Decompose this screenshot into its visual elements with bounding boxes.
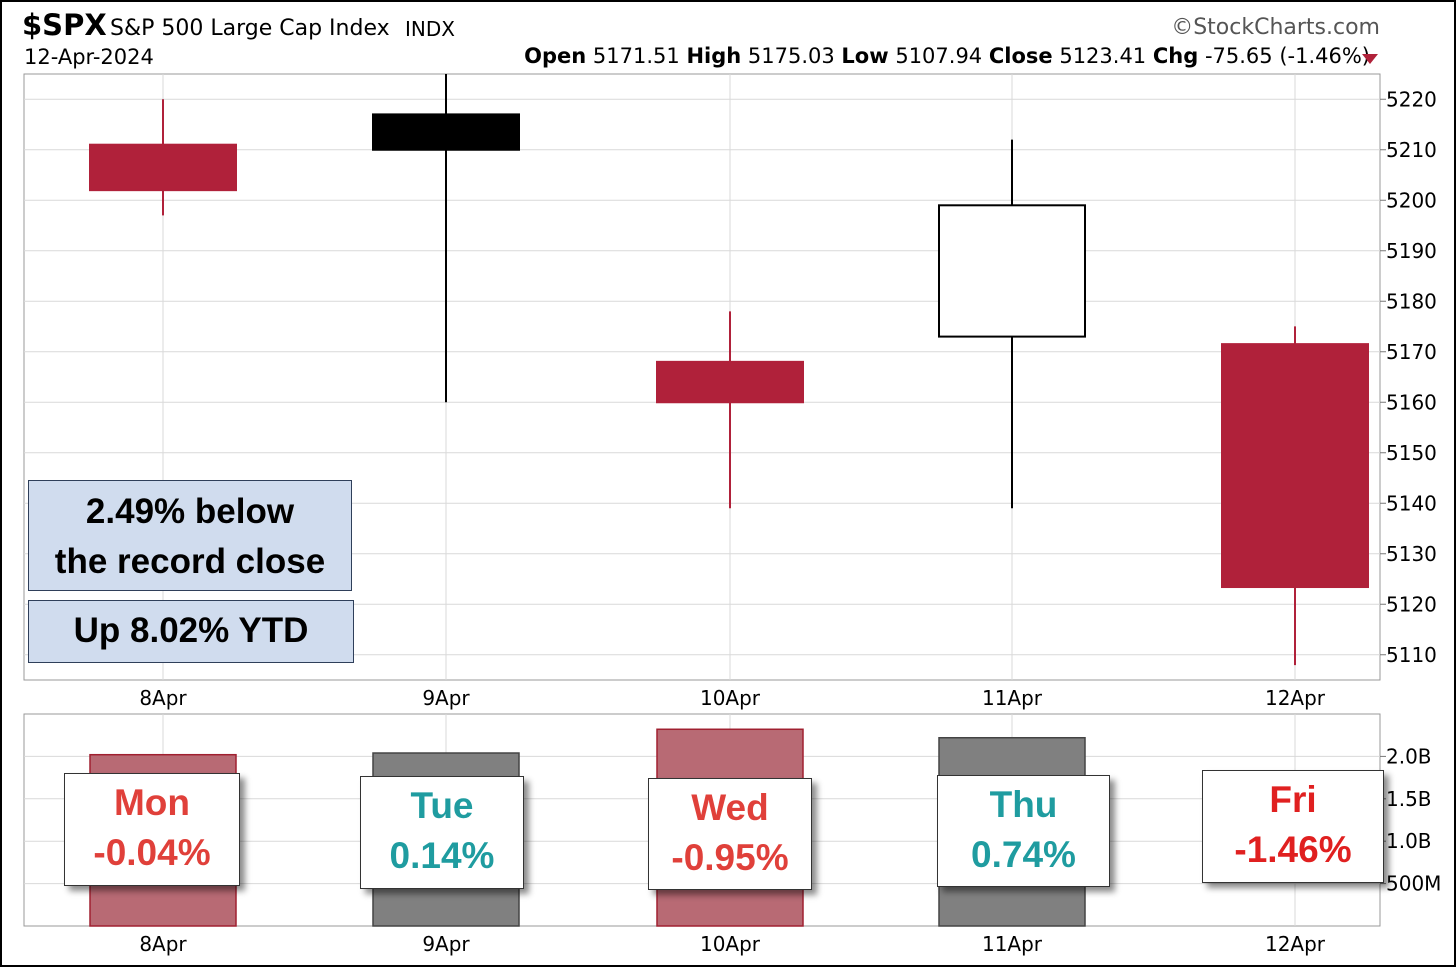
day-change-box: Wed -0.95% — [648, 778, 812, 890]
price-tick-label: 5150 — [1386, 441, 1437, 465]
low-value: 5107.94 — [895, 44, 983, 68]
price-x-tick-label: 11Apr — [982, 686, 1043, 710]
candle-body — [656, 360, 804, 404]
day-change-box: Mon -0.04% — [64, 773, 240, 886]
candle-body — [938, 204, 1086, 338]
chart-date: 12-Apr-2024 — [24, 45, 154, 69]
price-tick-label: 5190 — [1386, 239, 1437, 263]
index-name: S&P 500 Large Cap Index — [110, 16, 390, 41]
candle-body — [372, 113, 520, 151]
candle-body — [89, 143, 237, 192]
volume-tick-label: 1.5B — [1386, 787, 1432, 811]
close-label: Close — [988, 44, 1053, 68]
chg-value: -75.65 (-1.46%) — [1204, 44, 1370, 68]
volume-x-tick-label: 12Apr — [1265, 932, 1326, 956]
volume-tick-label: 1.0B — [1386, 829, 1432, 853]
volume-x-tick-label: 9Apr — [422, 932, 470, 956]
volume-tick-label: 500M — [1386, 872, 1441, 896]
open-value: 5171.51 — [592, 44, 680, 68]
price-x-tick-label: 9Apr — [422, 686, 470, 710]
price-tick-label: 5180 — [1386, 289, 1437, 313]
copyright-label: ©StockCharts.com — [1171, 15, 1380, 40]
ohlc-summary: Open 5171.51 High 5175.03 Low 5107.94 Cl… — [524, 44, 1370, 68]
day-name: Mon — [113, 782, 191, 823]
day-change-box: Fri -1.46% — [1202, 770, 1384, 883]
price-x-tick-label: 10Apr — [700, 686, 761, 710]
price-tick-label: 5160 — [1386, 390, 1437, 414]
day-name: Thu — [989, 784, 1058, 825]
volume-x-tick-label: 10Apr — [700, 932, 761, 956]
day-change-box: Thu 0.74% — [937, 775, 1110, 887]
down-arrow-icon — [1362, 54, 1378, 64]
day-name: Wed — [691, 787, 769, 828]
price-tick-label: 5200 — [1386, 188, 1437, 212]
close-value: 5123.41 — [1059, 44, 1147, 68]
day-percent-change: 0.74% — [971, 834, 1076, 875]
candle-body — [1221, 343, 1369, 589]
volume-tick-label: 2.0B — [1386, 744, 1432, 768]
price-tick-label: 5170 — [1386, 340, 1437, 364]
record-note-line2: the record close — [54, 542, 326, 581]
high-label: High — [686, 44, 742, 68]
price-tick-label: 5130 — [1386, 542, 1437, 566]
day-percent-change: -1.46% — [1234, 829, 1352, 870]
record-note-line1: 2.49% below — [85, 492, 295, 531]
low-label: Low — [841, 44, 889, 68]
price-x-tick-label: 12Apr — [1265, 686, 1326, 710]
exchange-label: INDX — [405, 17, 455, 41]
day-percent-change: -0.95% — [671, 837, 789, 878]
day-percent-change: -0.04% — [93, 832, 211, 873]
day-name: Tue — [410, 785, 474, 826]
price-tick-label: 5210 — [1386, 138, 1437, 162]
price-tick-label: 5140 — [1386, 491, 1437, 515]
ticker-symbol: $SPX — [22, 8, 107, 42]
volume-x-tick-label: 11Apr — [982, 932, 1043, 956]
price-tick-label: 5110 — [1386, 643, 1437, 667]
price-tick-label: 5220 — [1386, 87, 1437, 111]
open-label: Open — [524, 44, 587, 68]
ytd-note: Up 8.02% YTD — [28, 600, 354, 663]
day-percent-change: 0.14% — [389, 835, 495, 876]
record-close-note: 2.49% below the record close — [28, 480, 352, 591]
price-x-tick-label: 8Apr — [139, 686, 187, 710]
day-change-box: Tue 0.14% — [360, 776, 524, 889]
volume-x-tick-label: 8Apr — [139, 932, 187, 956]
day-name: Fri — [1269, 779, 1317, 820]
price-tick-label: 5120 — [1386, 592, 1437, 616]
chg-label: Chg — [1152, 44, 1199, 68]
high-value: 5175.03 — [747, 44, 835, 68]
